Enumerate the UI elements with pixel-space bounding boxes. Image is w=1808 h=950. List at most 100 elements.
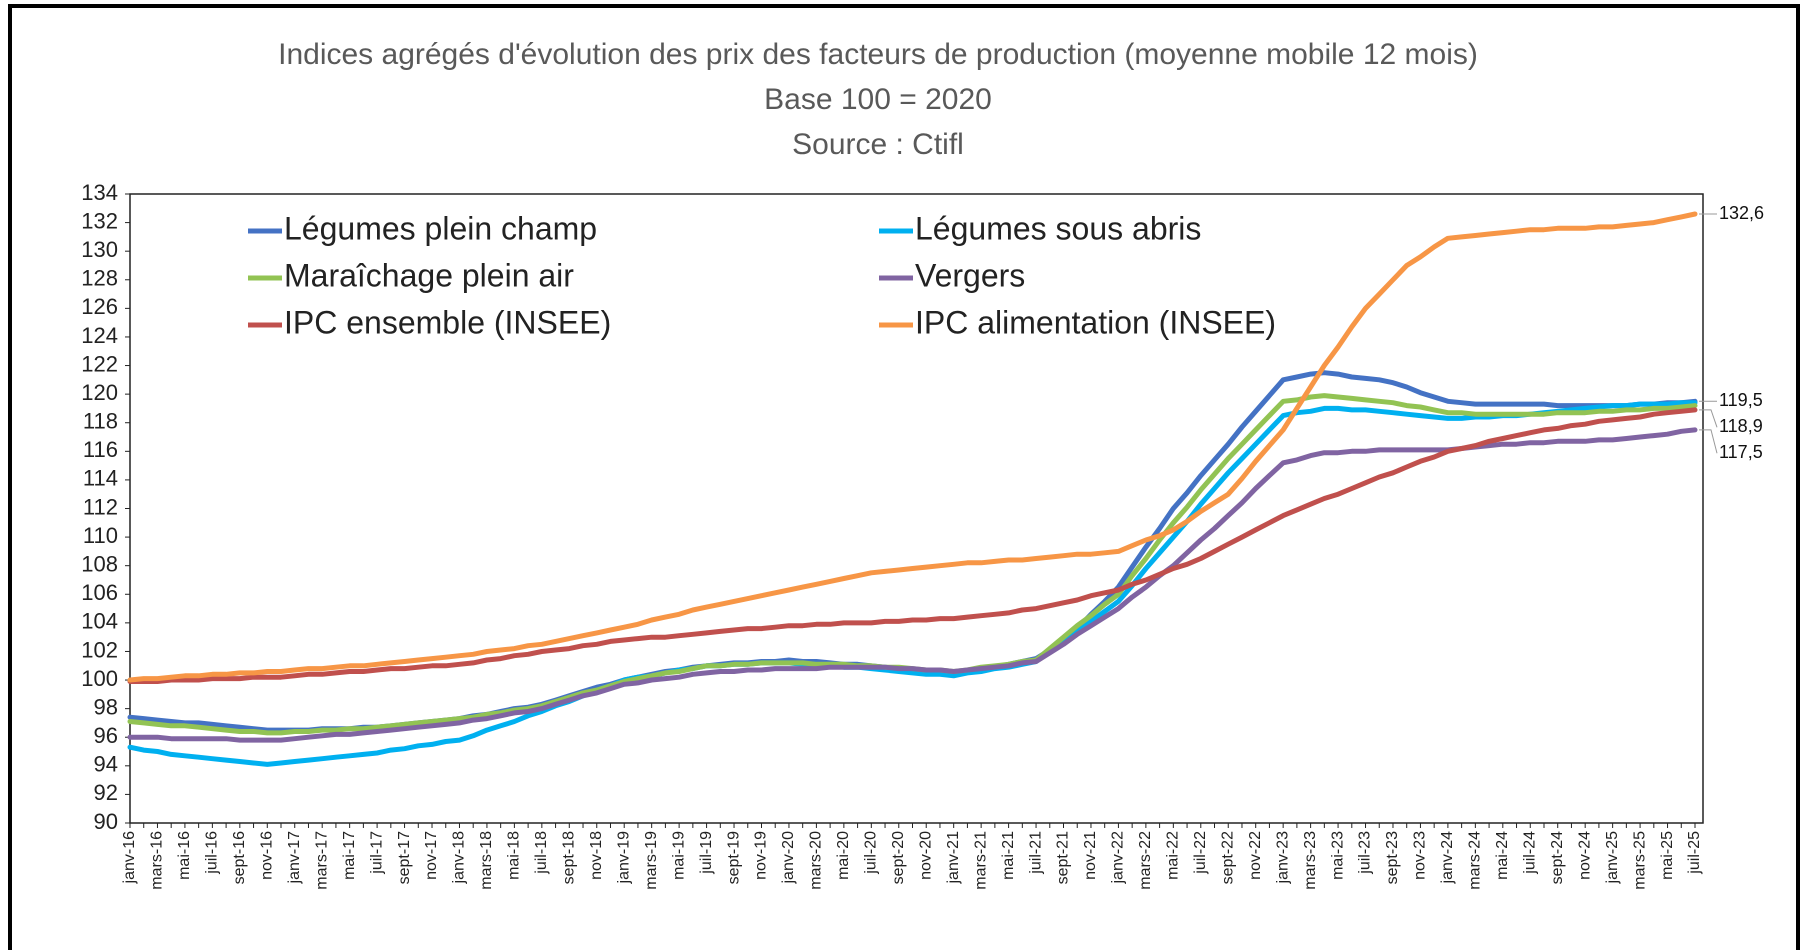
end-label: 118,9 [1719,416,1763,436]
y-tick-label: 132 [81,208,118,233]
y-tick-label: 98 [94,694,118,719]
x-tick-label: mars-25 [1631,831,1648,890]
end-label: 119,5 [1719,390,1763,410]
x-tick-label: juil-21 [1027,831,1044,875]
legend-label: Légumes sous abris [915,210,1201,246]
x-tick-label: mai-24 [1494,831,1511,880]
chart-subtitle: Base 100 = 2020 [764,83,992,116]
x-tick-label: sept-22 [1219,831,1236,884]
x-tick-label: juil-20 [863,831,880,875]
x-tick-label: sept-18 [561,831,578,884]
x-tick-label: mars-23 [1302,831,1319,890]
x-tick-label: mai-23 [1329,831,1346,880]
x-tick-label: juil-18 [533,831,550,875]
y-tick-label: 112 [83,494,118,519]
x-tick-label: sept-21 [1055,831,1072,884]
x-tick-label: nov-21 [1082,831,1099,880]
x-tick-label: mars-19 [643,831,660,890]
series-line [127,370,1698,733]
y-tick-label: 92 [94,780,118,805]
x-tick-label: nov-19 [753,831,770,880]
y-tick-label: 120 [81,380,118,405]
x-tick-label: nov-20 [917,831,934,880]
x-tick-label: nov-23 [1412,831,1429,880]
x-tick-label: juil-24 [1521,831,1538,875]
x-tick-label: mars-16 [149,831,166,890]
x-tick-label: mars-21 [972,831,989,890]
x-tick-label: juil-19 [698,831,715,875]
legend-label: Maraîchage plein air [284,257,574,293]
chart-source: Source : Ctifl [792,128,964,161]
y-tick-label: 114 [83,466,118,491]
label-leader [1699,409,1718,428]
legend-label: Légumes plein champ [284,210,597,246]
legend-label: IPC alimentation (INSEE) [915,304,1276,340]
x-tick-label: mai-21 [1000,831,1017,880]
x-tick-label: mai-18 [506,831,523,880]
x-tick-label: mars-22 [1137,831,1154,890]
x-tick-label: janv-21 [945,831,962,885]
end-label: 132,6 [1719,203,1764,223]
y-tick-label: 134 [81,180,118,205]
y-tick-label: 102 [81,637,118,662]
x-tick-label: mai-20 [835,831,852,880]
frame [8,4,1800,950]
x-tick-label: mars-18 [478,831,495,890]
y-tick-label: 104 [81,609,118,634]
x-tick-label: nov-22 [1247,831,1264,880]
x-tick-label: mars-24 [1467,831,1484,890]
x-tick-label: mai-19 [670,831,687,880]
y-tick-label: 90 [94,809,118,834]
x-tick-label: juil-25 [1686,831,1703,875]
series-line [127,407,1698,684]
y-tick-label: 96 [94,723,118,748]
x-tick-label: janv-17 [286,831,303,885]
x-tick-label: janv-20 [780,831,797,885]
x-tick-label: janv-24 [1439,831,1456,885]
x-tick-label: mars-20 [808,831,825,890]
y-tick-label: 94 [94,752,118,777]
x-tick-label: nov-18 [588,831,605,880]
x-tick-label: juil-16 [204,831,221,875]
x-tick-label: janv-23 [1274,831,1291,885]
y-tick-label: 128 [81,266,118,291]
legend-label: IPC ensemble (INSEE) [284,304,611,340]
series-line [127,400,1698,767]
x-tick-label: sept-24 [1549,831,1566,884]
x-tick-label: sept-23 [1384,831,1401,884]
x-tick-label: juil-17 [368,831,385,875]
chart-title: Indices agrégés d'évolution des prix des… [278,38,1478,71]
x-tick-label: mai-16 [176,831,193,880]
y-tick-label: 110 [83,523,118,548]
x-tick-label: sept-17 [396,831,413,884]
y-tick-label: 106 [81,580,118,605]
y-tick-label: 118 [83,409,118,434]
y-tick-label: 108 [81,551,118,576]
x-tick-label: janv-19 [615,831,632,885]
x-tick-label: mars-17 [313,831,330,890]
x-tick-label: mai-17 [341,831,358,880]
y-tick-label: 100 [81,666,118,691]
x-tick-label: janv-25 [1604,831,1621,885]
x-tick-label: sept-16 [231,831,248,884]
x-tick-label: nov-24 [1576,831,1593,880]
x-tick-label: juil-23 [1357,831,1374,875]
x-tick-label: janv-18 [451,831,468,885]
y-tick-label: 116 [83,437,118,462]
y-tick-label: 126 [81,294,118,319]
x-tick-label: janv-22 [1110,831,1127,885]
x-tick-label: nov-16 [258,831,275,880]
x-tick-label: nov-17 [423,831,440,880]
y-tick-label: 130 [81,237,118,262]
x-tick-label: sept-20 [890,831,907,884]
y-tick-label: 122 [81,351,118,376]
x-tick-label: janv-16 [121,831,138,885]
x-tick-label: juil-22 [1192,831,1209,875]
legend-label: Vergers [915,257,1025,293]
end-label: 117,5 [1719,442,1763,462]
x-tick-label: sept-19 [725,831,742,884]
label-leader [1699,429,1718,454]
x-tick-label: mai-22 [1165,831,1182,880]
series-line [127,427,1698,743]
